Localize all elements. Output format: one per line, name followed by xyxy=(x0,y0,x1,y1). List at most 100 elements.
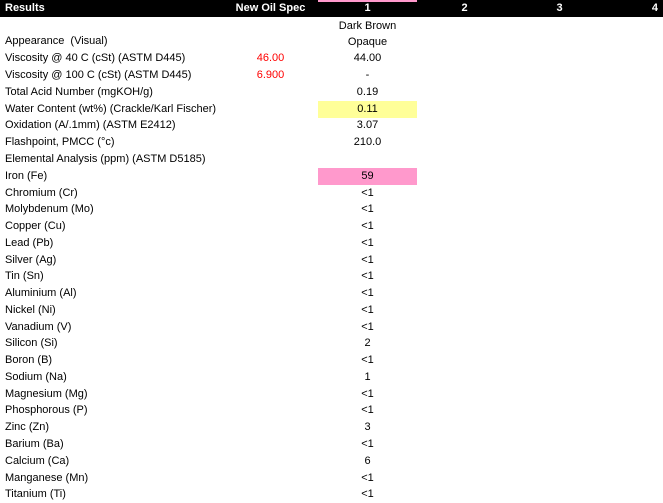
spec-cell[interactable] xyxy=(223,386,318,403)
spec-cell[interactable] xyxy=(223,218,318,235)
row-label-cell[interactable]: Aluminium (Al) xyxy=(5,287,77,300)
row-label-cell[interactable]: Chromium (Cr) xyxy=(5,186,78,199)
spec-cell[interactable] xyxy=(223,419,318,436)
sample1-cell[interactable]: 2 xyxy=(364,337,371,350)
table-row: Manganese (Mn) <1 xyxy=(0,470,663,487)
spec-cell[interactable] xyxy=(223,319,318,336)
spec-cell[interactable] xyxy=(223,252,318,269)
row-label-cell[interactable]: Sodium (Na) xyxy=(5,370,67,383)
sample1-cell[interactable]: <1 xyxy=(361,354,374,367)
spec-cell[interactable] xyxy=(223,84,318,101)
sample1-cell[interactable]: <1 xyxy=(361,253,374,266)
sample1-cell[interactable]: 210.0 xyxy=(353,136,382,149)
row-label-cell[interactable]: Viscosity @ 100 C (cSt) (ASTM D445) xyxy=(5,69,192,82)
sample1-cell[interactable]: <1 xyxy=(361,186,374,199)
sample1-cell[interactable]: 3.07 xyxy=(356,119,379,132)
row-label-cell[interactable]: Phosphorous (P) xyxy=(5,404,88,417)
sample1-cell[interactable]: <1 xyxy=(361,270,374,283)
spec-cell[interactable] xyxy=(223,453,318,470)
row-label-cell[interactable]: Viscosity @ 40 C (cSt) (ASTM D445) xyxy=(5,52,186,65)
row-label-cell[interactable]: Tin (Sn) xyxy=(5,270,44,283)
spec-cell[interactable] xyxy=(223,185,318,202)
spec-cell[interactable] xyxy=(223,201,318,218)
sample1-cell[interactable]: <1 xyxy=(361,438,374,451)
table-row: Zinc (Zn) 3 xyxy=(0,419,663,436)
sample1-cell[interactable]: 1 xyxy=(364,370,371,383)
spec-cell[interactable] xyxy=(223,436,318,453)
spec-cell[interactable] xyxy=(223,168,318,185)
table-row: Flashpoint, PMCC (°c) 210.0 xyxy=(0,134,663,151)
spec-cell[interactable] xyxy=(223,352,318,369)
row-label-cell[interactable]: Molybdenum (Mo) xyxy=(5,203,94,216)
sample1-cell[interactable]: <1 xyxy=(361,404,374,417)
sample1-cell[interactable]: 3 xyxy=(364,421,371,434)
row-label-cell[interactable]: Elemental Analysis (ppm) (ASTM D5185) xyxy=(5,153,206,165)
spec-cell[interactable] xyxy=(223,151,318,168)
sample1-cell[interactable]: <1 xyxy=(361,387,374,400)
header-sample-1[interactable]: 1 xyxy=(364,2,371,14)
spec-cell[interactable] xyxy=(223,336,318,353)
sample1-cell-highlighted-yellow[interactable]: 0.11 xyxy=(318,100,417,118)
header-sample-4[interactable]: 4 xyxy=(651,2,658,14)
spec-cell[interactable] xyxy=(223,403,318,420)
sample1-cell[interactable]: <1 xyxy=(361,220,374,233)
header-new-oil-spec[interactable]: New Oil Spec xyxy=(235,2,306,14)
row-label-cell[interactable]: Calcium (Ca) xyxy=(5,454,70,467)
sample1-cell[interactable]: <1 xyxy=(361,471,374,484)
spec-cell[interactable] xyxy=(223,302,318,319)
sample1-cell[interactable]: - xyxy=(365,69,370,82)
row-label-cell[interactable]: Silver (Ag) xyxy=(5,253,57,266)
row-label-cell[interactable]: Oxidation (A/.1mm) (ASTM E2412) xyxy=(5,119,176,132)
spec-cell[interactable] xyxy=(223,101,318,118)
table-row: Elemental Analysis (ppm) (ASTM D5185) xyxy=(0,151,663,168)
row-label-cell[interactable]: Flashpoint, PMCC (°c) xyxy=(5,136,115,149)
row-label-cell[interactable]: Vanadium (V) xyxy=(5,320,72,333)
row-label-cell[interactable]: Zinc (Zn) xyxy=(5,421,49,434)
row-label-cell[interactable]: Copper (Cu) xyxy=(5,220,66,233)
header-sample-2[interactable]: 2 xyxy=(461,2,468,14)
header-row: Results New Oil Spec 1 2 3 4 xyxy=(0,0,663,17)
row-label-cell[interactable]: Silicon (Si) xyxy=(5,337,58,350)
row-label-cell[interactable]: Nickel (Ni) xyxy=(5,303,56,316)
spec-cell[interactable] xyxy=(223,134,318,151)
row-label-cell[interactable]: Appearance (Visual) xyxy=(5,34,108,47)
row-label-cell[interactable]: Magnesium (Mg) xyxy=(5,387,88,400)
sample1-cell-highlighted-pink[interactable]: 59 xyxy=(318,167,417,185)
spec-cell[interactable] xyxy=(223,268,318,285)
header-sample-3[interactable]: 3 xyxy=(556,2,563,14)
sample1-cell[interactable]: Dark Brown Opaque xyxy=(338,19,397,48)
sample1-cell[interactable] xyxy=(318,151,417,168)
sample1-cell[interactable]: <1 xyxy=(361,287,374,300)
spec-cell[interactable]: 46.00 xyxy=(256,52,285,65)
row-label-cell[interactable]: Titanium (Ti) xyxy=(5,488,66,501)
row-label-cell[interactable]: Total Acid Number (mgKOH/g) xyxy=(5,85,153,98)
sample1-cell[interactable]: <1 xyxy=(361,203,374,216)
row-label-cell[interactable]: Barium (Ba) xyxy=(5,438,64,451)
row-label-cell[interactable]: Iron (Fe) xyxy=(5,169,48,182)
sample1-cell[interactable]: 44.00 xyxy=(353,52,382,65)
table-row: Oxidation (A/.1mm) (ASTM E2412) 3.07 xyxy=(0,118,663,135)
table-row: Barium (Ba) <1 xyxy=(0,436,663,453)
sample1-cell[interactable]: <1 xyxy=(361,303,374,316)
spec-cell[interactable] xyxy=(223,486,318,503)
spec-cell[interactable] xyxy=(223,17,318,51)
sample1-cell[interactable]: 0.19 xyxy=(356,85,379,98)
spec-cell[interactable]: 6.900 xyxy=(256,69,285,82)
sample1-cell[interactable]: <1 xyxy=(361,320,374,333)
sample1-cell[interactable]: <1 xyxy=(361,488,374,501)
row-label-cell[interactable]: Manganese (Mn) xyxy=(5,471,89,484)
spec-cell[interactable] xyxy=(223,118,318,135)
row-label-cell[interactable]: Water Content (wt%) (Crackle/Karl Fische… xyxy=(5,102,217,115)
header-results[interactable]: Results xyxy=(5,2,45,14)
spec-cell[interactable] xyxy=(223,369,318,386)
table-row: Copper (Cu) <1 xyxy=(0,218,663,235)
spec-cell[interactable] xyxy=(223,470,318,487)
row-label-cell[interactable]: Boron (B) xyxy=(5,354,53,367)
table-row: Vanadium (V) <1 xyxy=(0,319,663,336)
sample1-cell[interactable]: <1 xyxy=(361,236,374,249)
sample1-cell[interactable]: 6 xyxy=(364,454,371,467)
row-label-cell[interactable]: Lead (Pb) xyxy=(5,236,54,249)
spec-cell[interactable] xyxy=(223,235,318,252)
spec-cell[interactable] xyxy=(223,285,318,302)
